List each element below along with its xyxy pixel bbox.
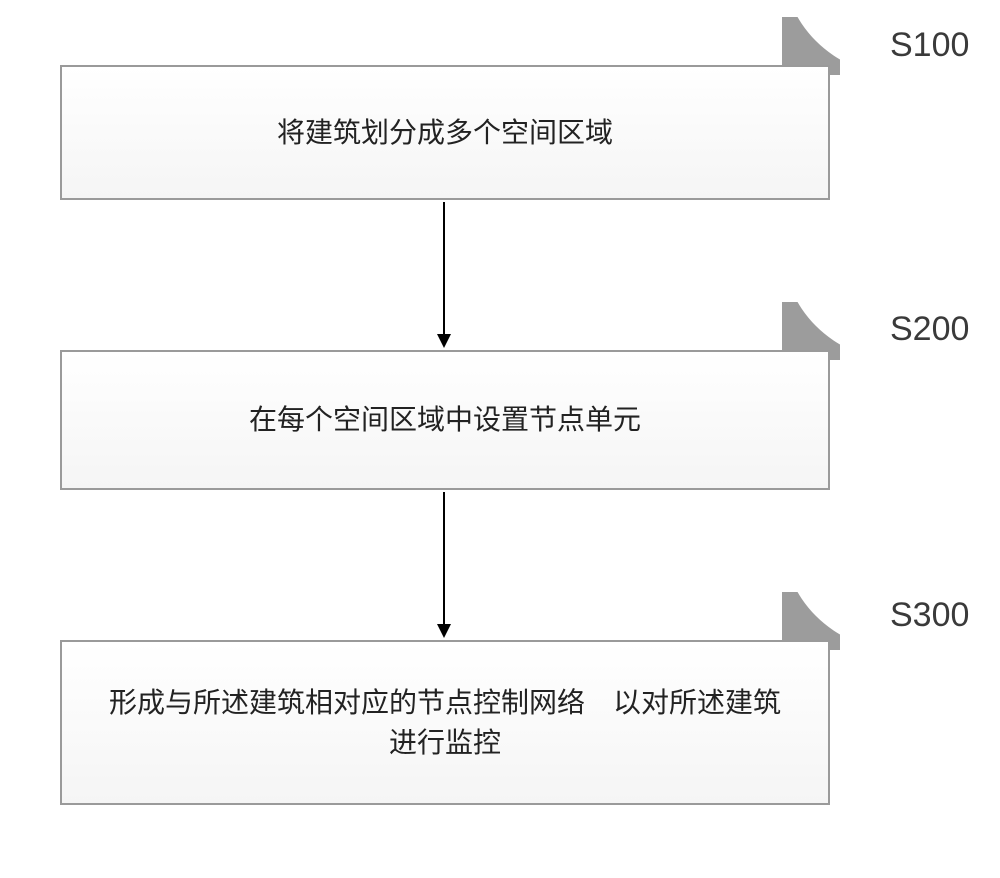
arrow-line-1 <box>443 202 445 334</box>
step-text-s300: 形成与所述建筑相对应的节点控制网络 以对所述建筑进行监控 <box>102 683 788 761</box>
step-label-s200: S200 <box>890 310 969 349</box>
step-text-s200: 在每个空间区域中设置节点单元 <box>249 400 641 439</box>
step-label-s300: S300 <box>890 596 969 635</box>
step-box-s100: 将建筑划分成多个空间区域 <box>60 65 830 200</box>
step-label-s100: S100 <box>890 26 969 65</box>
arrow-head-1 <box>437 334 451 348</box>
step-text-s100: 将建筑划分成多个空间区域 <box>277 113 613 152</box>
step-box-s300: 形成与所述建筑相对应的节点控制网络 以对所述建筑进行监控 <box>60 640 830 805</box>
step-box-s200: 在每个空间区域中设置节点单元 <box>60 350 830 490</box>
arrow-head-2 <box>437 624 451 638</box>
arrow-line-2 <box>443 492 445 624</box>
